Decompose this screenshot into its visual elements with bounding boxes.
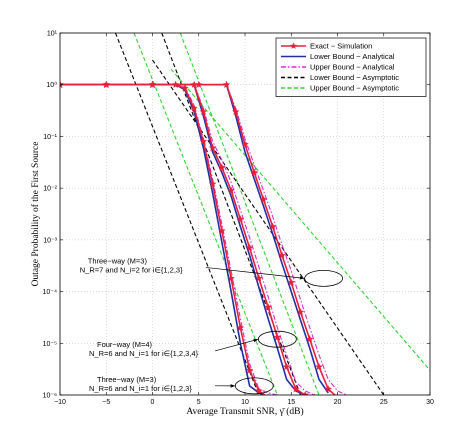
data-point-a-exact (181, 84, 189, 92)
data-point-b-exact (208, 143, 217, 152)
annotation-title: Three−way (M=3) (88, 256, 148, 265)
data-point-c-exact (287, 278, 296, 286)
data-point-a-exact (218, 226, 226, 234)
data-point-a-exact (245, 366, 254, 374)
y-tick-label: 10⁻⁴ (43, 289, 58, 296)
legend-entry-3: Upper Bound − Analytical (281, 63, 395, 72)
legend-entry-2: Lower Bound − Analytical (281, 52, 395, 61)
data-point-c-exact (315, 362, 323, 371)
x-tick-label: 10 (241, 399, 249, 406)
series-line-c-upper-analytical (60, 84, 347, 395)
y-tick-label: 10⁻⁶ (43, 393, 57, 400)
data-point-a-exact (199, 137, 208, 145)
data-point-c-exact (296, 308, 305, 316)
axis-ticks: −10 −5 0 5 10 15 20 25 30 10⁻⁶ 10⁻⁵ 10⁻⁴ 10⁻³ 10⁻² 10⁻… (43, 31, 434, 407)
x-tick-label: −10 (54, 399, 66, 406)
legend-label: Lower Bound − Analytical (310, 52, 395, 61)
series-line-c-upper-asymptotic (170, 68, 430, 371)
data-point-c-exact (241, 140, 249, 148)
x-tick-label: 20 (334, 399, 342, 406)
data-point-b-exact (273, 333, 282, 341)
y-tick-label: 10⁻² (43, 186, 57, 193)
data-point-b-exact (292, 385, 300, 393)
series-clip-group (60, 33, 430, 395)
data-point-c-exact (278, 251, 286, 259)
data-point-a-exact (236, 323, 245, 331)
data-point-b-exact (264, 303, 272, 311)
x-tick-label: 5 (197, 399, 201, 406)
legend-box (275, 37, 427, 97)
y-tick-label: 10¹ (47, 31, 58, 38)
annotation-arrow (214, 338, 259, 352)
annotation-1: Three−way (M=3)N_R=7 and N_i=2 for i∈{1,… (80, 256, 344, 287)
data-point-b-exact (218, 163, 226, 171)
data-point-b-exact (199, 107, 208, 115)
legend-star-marker (290, 42, 297, 49)
x-tick-label: 0 (151, 399, 155, 406)
y-tick-label: 10⁻³ (43, 237, 57, 244)
annotation-arrowhead (299, 276, 305, 280)
y-tick-label: 10⁻⁵ (43, 341, 57, 348)
y-tick-label: 10⁰ (46, 81, 57, 89)
legend-label: Exact − Simulation (310, 42, 372, 51)
legend-label: Upper Bound − Analytical (310, 63, 395, 72)
x-axis-label: Average Transmit SNR, γ̄ (dB) (186, 406, 303, 417)
x-tick-label: 30 (426, 399, 434, 406)
legend-label: Lower Bound − Asymptotic (310, 73, 399, 82)
annotation-layer: Three−way (M=3)N_R=7 and N_i=2 for i∈{1,… (80, 256, 344, 395)
data-point-a-exact (190, 104, 198, 112)
x-tick-label: 25 (380, 399, 388, 406)
legend-entry-4: Lower Bound − Asymptotic (281, 73, 399, 82)
annotation-3: Three−way (M=3)N_R=6 and N_i=1 for i∈{1,… (89, 375, 274, 395)
data-point-c-exact (222, 80, 231, 88)
data-point-c-exact (268, 222, 277, 230)
data-point-b-exact (301, 391, 309, 395)
legend-entry-1: Exact − Simulation (281, 42, 372, 51)
data-point-c-exact (259, 195, 268, 203)
data-point-b-exact (282, 362, 291, 371)
data-point-c-exact (231, 107, 240, 115)
annotation-condition: N_R=6 and N_i=1 for i∈{1,2,3} (89, 384, 192, 393)
annotation-title: Four−way (M=4) (97, 340, 153, 349)
series-line-c-lower-asymptotic (152, 59, 385, 395)
data-point-c-exact (250, 168, 259, 176)
x-tick-label: −5 (102, 399, 110, 406)
data-point-b-exact (245, 243, 254, 252)
data-point-c-exact (194, 80, 203, 88)
annotation-condition: N_R=6 and N_i=1 for i∈{1,2,3,4} (89, 349, 199, 358)
annotation-2: Four−way (M=4)N_R=6 and N_i=1 for i∈{1,2… (89, 330, 297, 358)
series-layer (60, 33, 430, 395)
data-point-c-exact (324, 385, 333, 393)
annotation-title: Three−way (M=3) (97, 375, 157, 384)
data-point-b-exact (227, 186, 235, 194)
data-point-a-exact (255, 386, 263, 395)
series-line-a-upper-analytical (60, 84, 278, 395)
legend-entry-5: Upper Bound − Asymptotic (281, 84, 399, 93)
x-tick-label: 15 (287, 399, 295, 406)
y-tick-label: 10⁻¹ (43, 134, 57, 141)
annotation-condition: N_R=7 and N_i=2 for i∈{1,2,3} (80, 265, 183, 274)
annotation-arrow (205, 267, 305, 279)
data-point-a-exact (208, 180, 217, 188)
data-point-c-exact (60, 80, 64, 88)
data-point-b-exact (255, 274, 263, 282)
data-point-b-exact (236, 215, 245, 223)
data-point-a-exact (227, 274, 235, 282)
annotation-arrowhead (230, 384, 236, 388)
data-point-c-exact (305, 335, 314, 343)
y-axis-label: Outage Probability of the First Source (30, 142, 41, 287)
data-point-c-exact (148, 80, 157, 88)
legend-label: Upper Bound − Asymptotic (310, 84, 399, 93)
annotation-arrowhead (253, 338, 259, 343)
data-point-c-exact (102, 80, 111, 88)
